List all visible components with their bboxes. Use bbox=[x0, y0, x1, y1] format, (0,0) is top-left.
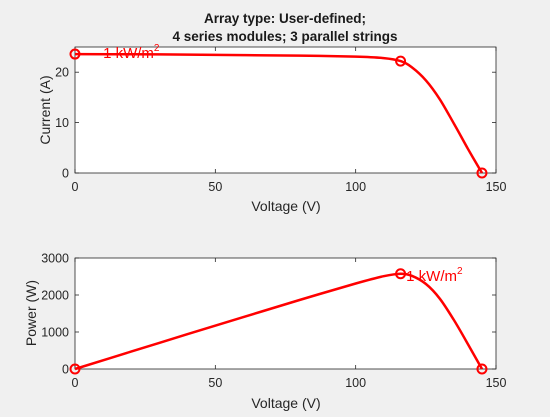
power-marker bbox=[395, 268, 407, 280]
power-axes: 0 50 100 150 0 1000 2000 3000 1 kW/m2 Voltage (… bbox=[23, 252, 506, 412]
chart-title-line2: 4 series modules; 3 parallel strings bbox=[172, 29, 397, 44]
current-x-tick-label: 50 bbox=[208, 180, 222, 194]
power-axis-ticks: 0 50 100 150 0 1000 2000 3000 bbox=[41, 252, 506, 391]
power-markers bbox=[69, 268, 488, 375]
power-annotation-text: 1 kW/m bbox=[406, 268, 457, 285]
current-markers bbox=[69, 48, 488, 179]
power-y-tick-label: 1000 bbox=[41, 326, 69, 340]
power-marker bbox=[476, 363, 488, 375]
current-y-tick-label: 0 bbox=[62, 167, 69, 181]
power-x-tick-label: 150 bbox=[486, 376, 507, 390]
current-axes: 0 50 100 150 0 10 20 1 kW/m2 Voltage (V) Curre… bbox=[37, 43, 506, 214]
chart-title-line1: Array type: User-defined; bbox=[204, 11, 366, 26]
power-x-axis-label: Voltage (V) bbox=[251, 395, 320, 411]
current-x-tick-label: 150 bbox=[486, 180, 507, 194]
current-annotation: 1 kW/m2 bbox=[103, 43, 160, 62]
power-y-tick-label: 3000 bbox=[41, 252, 69, 266]
power-marker bbox=[69, 363, 81, 375]
power-plot-area bbox=[74, 257, 497, 370]
current-y-axis-label: Current (A) bbox=[37, 75, 53, 144]
power-x-tick-label: 50 bbox=[208, 376, 222, 390]
current-y-tick-label: 10 bbox=[55, 116, 69, 130]
current-y-tick-label: 20 bbox=[55, 66, 69, 80]
current-axis-ticks: 0 50 100 150 0 10 20 bbox=[55, 47, 506, 194]
power-y-tick-label: 0 bbox=[62, 363, 69, 377]
current-x-axis-label: Voltage (V) bbox=[251, 198, 320, 214]
current-plot-area bbox=[74, 46, 497, 174]
power-curve bbox=[74, 272, 484, 371]
power-y-tick-label: 2000 bbox=[41, 289, 69, 303]
current-marker bbox=[476, 167, 488, 179]
current-marker bbox=[69, 48, 81, 60]
current-curve bbox=[74, 52, 484, 174]
current-annotation-superscript: 2 bbox=[154, 43, 160, 54]
current-x-tick-label: 0 bbox=[72, 180, 79, 194]
current-annotation-text: 1 kW/m bbox=[103, 45, 154, 62]
power-annotation-superscript: 2 bbox=[457, 266, 463, 277]
current-marker bbox=[395, 55, 407, 67]
power-x-tick-label: 100 bbox=[345, 376, 366, 390]
power-y-axis-label: Power (W) bbox=[23, 280, 39, 346]
current-x-tick-label: 100 bbox=[345, 180, 366, 194]
power-x-tick-label: 0 bbox=[72, 376, 79, 390]
power-annotation: 1 kW/m2 bbox=[406, 266, 463, 285]
